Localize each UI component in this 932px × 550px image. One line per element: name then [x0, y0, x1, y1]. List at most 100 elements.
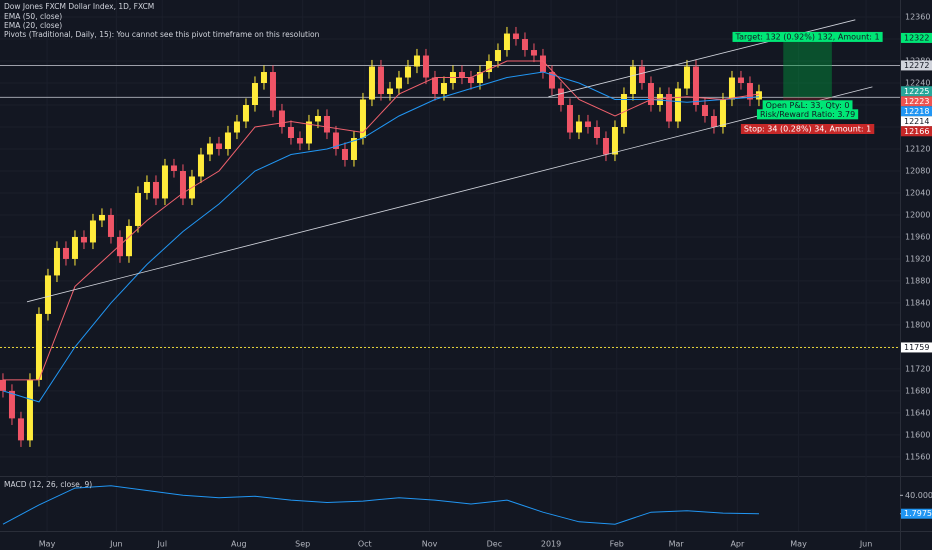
candle-body — [521, 39, 528, 51]
x-tick-label: Mar — [669, 540, 685, 549]
candle-body — [287, 126, 294, 138]
candle-body — [746, 83, 753, 100]
y-tick-label: 11920 — [905, 254, 930, 263]
price-axis-label-box — [901, 32, 932, 43]
rr-label: Risk/Reward Ratio: 3.79 — [760, 110, 855, 119]
price-axis-label: 12218 — [904, 107, 929, 116]
candle-body — [71, 236, 78, 259]
candle-body — [8, 390, 15, 419]
candle-body — [359, 99, 366, 138]
trend-line — [26, 86, 873, 303]
y-tick-label: 11880 — [905, 276, 930, 285]
legend-entry: EMA (20, close) — [4, 21, 62, 30]
macd-last-label-box — [901, 508, 932, 519]
y-tick-label: 11800 — [905, 320, 930, 329]
candle-body — [566, 105, 573, 133]
candle-body — [647, 83, 654, 106]
candle-body — [539, 55, 546, 73]
x-tick-label: Dec — [487, 540, 502, 549]
candle-body — [17, 418, 24, 441]
candle-body — [44, 275, 51, 314]
rr-label-box — [756, 109, 859, 120]
candle-body — [548, 72, 555, 89]
candle-body — [431, 77, 438, 95]
y-tick-label: 11600 — [905, 430, 930, 439]
candle-body — [206, 143, 213, 155]
candle-body — [683, 66, 690, 89]
target-zone — [783, 37, 832, 98]
candle-body — [98, 214, 105, 221]
candle-body — [233, 121, 240, 133]
labels: Target: 132 (0.92%) 132, Amount: 1 Open P… — [732, 31, 932, 519]
candle-body — [179, 170, 186, 199]
price-axis-label: 12223 — [904, 97, 929, 106]
candle-body — [323, 116, 330, 133]
stop-label-box — [740, 124, 875, 135]
candle-body — [143, 181, 150, 193]
candle-body — [728, 77, 735, 100]
ema-line — [2, 71, 760, 403]
candle-body — [602, 137, 609, 155]
legend-entry: EMA (50, close) — [4, 12, 62, 21]
candle-body — [134, 192, 141, 226]
price-axis-label-box — [901, 116, 932, 127]
price-axis-label-box — [901, 60, 932, 71]
candle-body — [665, 94, 672, 122]
candle-body — [296, 137, 303, 144]
candle-body — [638, 66, 645, 84]
x-tick-label: Apr — [730, 540, 745, 549]
price-axis-label: 11759 — [904, 343, 929, 352]
chart-title: Dow Jones FXCM Dollar Index, 1D, FXCM — [4, 2, 154, 11]
x-tick-label: 2019 — [541, 540, 561, 549]
macd-title: MACD (12, 26, close, 9) — [4, 480, 92, 489]
candle-body — [116, 236, 123, 257]
price-axis-label: 12166 — [904, 127, 929, 136]
y-tick-label: 11680 — [905, 386, 930, 395]
x-tick-label: Jun — [109, 540, 123, 549]
target-label: Target: 132 (0.92%) 132, Amount: 1 — [735, 32, 880, 41]
candle-body — [26, 379, 33, 441]
candle-body — [368, 66, 375, 100]
pnl-label: Open P&L: 33, Qty: 0 — [766, 101, 850, 110]
candle-body — [161, 165, 168, 199]
price-axis-label-box — [901, 126, 932, 137]
candle-body — [251, 83, 258, 106]
candle-body — [395, 77, 402, 89]
macd-last-label: 1.7975 — [904, 509, 932, 518]
candle-body — [512, 33, 519, 40]
candle-body — [53, 247, 60, 276]
x-tick-label: May — [39, 540, 56, 549]
candle-body — [620, 94, 627, 127]
candle-body — [197, 154, 204, 177]
candle-body — [530, 50, 537, 56]
y-tick-label: 12360 — [905, 13, 930, 22]
candle-body — [737, 77, 744, 84]
candle-body — [440, 83, 447, 95]
candle-body — [305, 121, 312, 144]
y-tick-label: 11640 — [905, 408, 930, 417]
x-tick-label: Nov — [422, 540, 438, 549]
candle-body — [476, 72, 483, 84]
candle-body — [152, 181, 159, 199]
candle-body — [107, 214, 114, 237]
candle-body — [125, 225, 132, 257]
candle-body — [719, 99, 726, 127]
price-axis-label: 12225 — [904, 87, 929, 96]
candle-body — [575, 121, 582, 133]
candle-body — [701, 105, 708, 117]
candle-body — [35, 313, 42, 380]
y-tick-label: 11720 — [905, 364, 930, 373]
x-tick-label: May — [790, 540, 807, 549]
candle-body — [404, 66, 411, 78]
candle-body — [377, 66, 384, 95]
candle-body — [386, 88, 393, 95]
price-axis-label-box — [901, 86, 932, 97]
candle-body — [467, 77, 474, 84]
y-tick-label: 12040 — [905, 188, 930, 197]
candle-body — [350, 137, 357, 160]
candle-body — [611, 126, 618, 155]
ema-line — [3, 60, 760, 381]
x-tick-label: Jun — [859, 540, 873, 549]
